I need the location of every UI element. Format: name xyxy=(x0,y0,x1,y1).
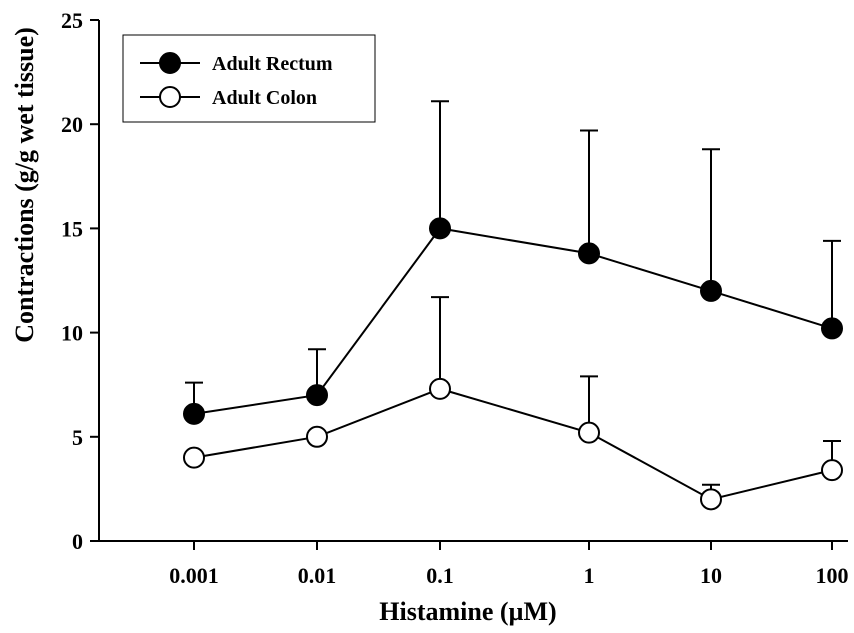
series-line xyxy=(193,387,833,501)
y-ticks: 0 5 10 15 20 25 xyxy=(61,8,99,554)
legend: Adult Rectum Adult Colon xyxy=(122,34,376,123)
data-point xyxy=(306,384,328,407)
axes xyxy=(98,20,848,542)
x-tick-label: 0.001 xyxy=(169,563,219,588)
data-point xyxy=(821,459,843,482)
x-axis-title: Histamine (µM) xyxy=(379,597,556,626)
x-tick-label: 10 xyxy=(700,563,722,588)
series-layer xyxy=(183,100,843,511)
x-tick-label: 0.01 xyxy=(298,563,337,588)
series-adult-rectum xyxy=(183,100,843,425)
x-ticks: 0.001 0.01 0.1 1 10 100 xyxy=(169,541,849,588)
y-tick-label: 5 xyxy=(72,425,83,450)
data-point xyxy=(578,242,600,265)
legend-label-colon: Adult Colon xyxy=(212,87,317,109)
data-point xyxy=(183,446,205,469)
data-point xyxy=(306,425,328,448)
y-tick-label: 15 xyxy=(61,216,83,241)
series-adult-colon xyxy=(183,296,843,511)
y-tick-label: 20 xyxy=(61,112,83,137)
x-tick-label: 0.1 xyxy=(426,563,454,588)
y-axis-title: Contractions (g/g wet tissue) xyxy=(10,27,39,343)
legend-label-rectum: Adult Rectum xyxy=(212,53,333,75)
data-point xyxy=(821,317,843,340)
legend-marker-rectum xyxy=(159,52,181,74)
x-tick-label: 100 xyxy=(816,563,849,588)
data-point xyxy=(429,377,451,400)
data-point xyxy=(700,488,722,511)
data-point xyxy=(700,279,722,302)
series-line xyxy=(193,227,833,415)
y-tick-label: 10 xyxy=(61,321,83,346)
data-point xyxy=(429,217,451,240)
data-point xyxy=(578,421,600,444)
data-point xyxy=(183,402,205,425)
y-tick-label: 0 xyxy=(72,529,83,554)
legend-marker-colon xyxy=(159,86,181,108)
x-tick-label: 1 xyxy=(584,563,595,588)
y-tick-label: 25 xyxy=(61,8,83,33)
legend-box xyxy=(122,34,376,123)
